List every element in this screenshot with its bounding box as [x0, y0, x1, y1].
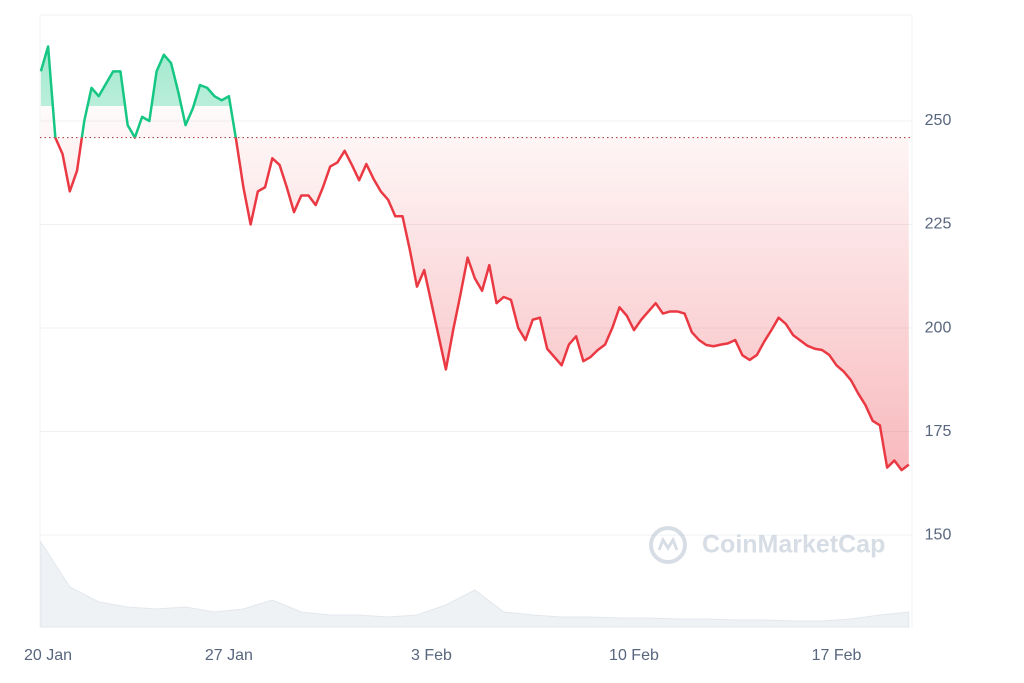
area-fill — [40, 46, 909, 471]
y-tick-label: 250 — [925, 112, 952, 129]
x-tick-label: 3 Feb — [411, 647, 452, 664]
watermark-logo-mark — [657, 536, 679, 551]
watermark: CoinMarketCap — [649, 526, 885, 564]
x-tick-label: 20 Jan — [24, 647, 72, 664]
y-tick-label: 150 — [925, 526, 952, 543]
x-tick-label: 10 Feb — [609, 647, 659, 664]
price-line — [39, 45, 910, 472]
watermark-text: CoinMarketCap — [702, 531, 885, 559]
y-tick-label: 200 — [925, 319, 952, 336]
x-tick-label: 27 Jan — [205, 647, 253, 664]
y-tick-label: 175 — [925, 423, 952, 440]
volume-area — [40, 540, 910, 628]
y-tick-label: 225 — [925, 216, 952, 233]
watermark-logo — [649, 526, 687, 564]
plot: 150 175 200 225 250 20 Jan 27 Jan 3 Feb 10 Feb 17… — [24, 45, 952, 664]
x-tick-label: 17 Feb — [812, 647, 862, 664]
